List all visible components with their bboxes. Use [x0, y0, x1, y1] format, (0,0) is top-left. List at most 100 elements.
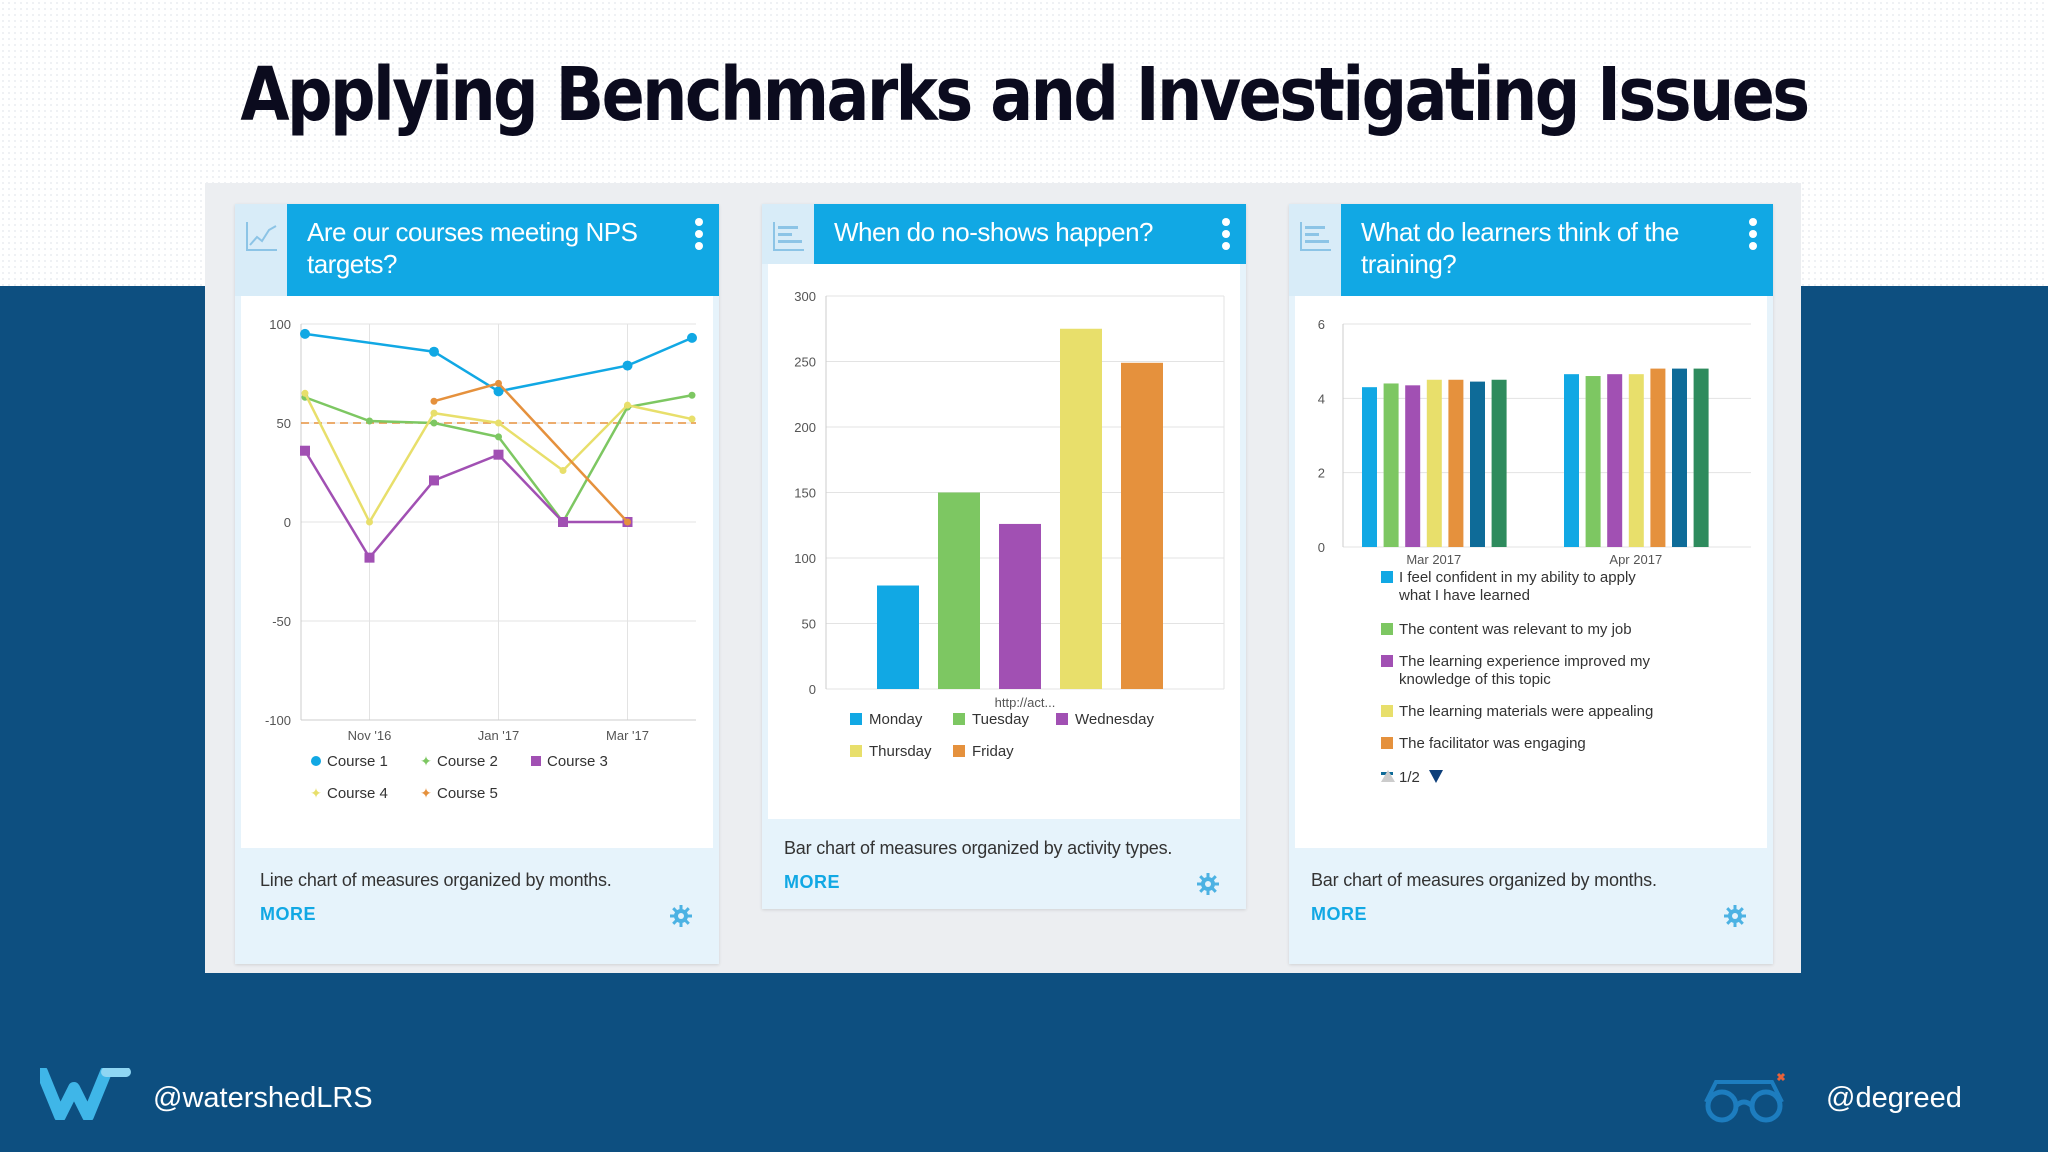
chart-description: Bar chart of measures organized by month…: [1311, 870, 1657, 890]
legend-label: Course 5: [437, 785, 498, 802]
legend-marker: ✦: [420, 785, 432, 801]
card-title: Are our courses meeting NPS targets?: [287, 204, 719, 296]
more-link[interactable]: MORE: [260, 904, 316, 924]
watershed-logo: [40, 1068, 131, 1120]
data-point: [622, 360, 633, 371]
data-point: [430, 409, 438, 417]
y-tick-label: 0: [1318, 540, 1325, 555]
legend-label: Course 1: [327, 753, 388, 770]
bar: [1650, 368, 1666, 547]
data-point: [430, 419, 438, 427]
data-point: [687, 332, 697, 343]
bar: [1628, 374, 1644, 547]
bar: [1060, 328, 1102, 689]
data-point: [366, 417, 373, 425]
data-point: [300, 328, 310, 339]
nps-line-chart-svg: 100 50 0 -50 -100 Nov '16 Jan '17 Mar '17 Course…: [265, 317, 697, 802]
gear-icon[interactable]: [669, 904, 693, 928]
line-chart: 100 50 0 -50 -100 Nov '16 Jan '17 Mar '17 Course…: [241, 296, 713, 848]
y-tick-label: -50: [272, 614, 291, 629]
watershed-handle: @watershedLRS: [153, 1082, 373, 1114]
data-point: [493, 386, 504, 397]
y-tick-label: 100: [269, 317, 291, 332]
data-point: [366, 518, 373, 526]
bar: [1383, 383, 1399, 547]
data-point: [495, 433, 502, 441]
data-point: [430, 397, 438, 405]
gear-icon[interactable]: [1723, 904, 1747, 928]
data-point: [559, 467, 567, 475]
learners-bar-chart-svg: 6 4 2 0 Mar 2017 Apr 2017 I feel confident in …: [1318, 317, 1751, 786]
legend-label: Course 4: [327, 785, 388, 802]
series-line: [433, 381, 629, 523]
data-point: [495, 419, 502, 427]
card-header: When do no-shows happen?: [762, 204, 1246, 296]
data-point: [688, 415, 696, 423]
legend-label: Thursday: [869, 743, 932, 760]
legend-marker: [1381, 737, 1393, 749]
legend-marker: [850, 713, 862, 725]
card-learners: What do learners think of the training? …: [1289, 204, 1773, 964]
legend-marker: [1056, 713, 1068, 725]
legend-marker: [531, 756, 541, 766]
data-point: [558, 517, 568, 527]
bar: [1672, 368, 1687, 547]
legend-marker: [850, 745, 862, 757]
y-tick-label: 200: [794, 420, 816, 435]
data-point: [493, 449, 504, 460]
legend-marker: [953, 713, 965, 725]
y-tick-label: 4: [1318, 391, 1325, 406]
data-point: [301, 389, 309, 397]
y-tick-label: 250: [794, 355, 816, 370]
x-tick-label: http://act...: [995, 695, 1056, 710]
bar: [1405, 385, 1421, 547]
more-link[interactable]: MORE: [784, 872, 840, 892]
bar: [1448, 379, 1464, 547]
card-header: What do learners think of the training?: [1289, 204, 1773, 296]
bar: [1607, 374, 1623, 547]
bar: [938, 492, 980, 689]
more-link[interactable]: MORE: [1311, 904, 1367, 924]
legend-label: Course 2: [437, 753, 498, 770]
bar: [1585, 376, 1601, 547]
legend-pager: 1/2: [1399, 769, 1420, 786]
legend-label: Monday: [869, 711, 923, 728]
y-tick-label: 100: [794, 551, 816, 566]
bar: [1362, 387, 1377, 547]
data-point: [624, 401, 631, 409]
bar-chart-icon: [762, 204, 814, 264]
more-options-icon[interactable]: [1747, 218, 1759, 254]
data-point: [429, 346, 439, 357]
x-tick-label: Nov '16: [348, 728, 392, 743]
slide-title: Applying Benchmarks and Investigating Is…: [240, 52, 1810, 138]
bar-chart-icon: [1289, 204, 1341, 296]
more-options-icon[interactable]: [1220, 218, 1232, 254]
data-point: [300, 445, 310, 456]
y-tick-label: 300: [794, 289, 816, 304]
card-title: When do no-shows happen?: [814, 204, 1246, 264]
legend-marker: [1381, 705, 1393, 717]
data-point: [688, 391, 696, 399]
legend-marker: [1381, 623, 1393, 635]
card-header: Are our courses meeting NPS targets?: [235, 204, 719, 296]
y-tick-label: 0: [809, 682, 816, 697]
degreed-logo: [1704, 1072, 1786, 1123]
dashboard-panel: Are our courses meeting NPS targets? 100…: [205, 183, 1801, 973]
more-options-icon[interactable]: [693, 218, 705, 254]
x-tick-label: Apr 2017: [1609, 552, 1662, 567]
data-point: [364, 552, 375, 563]
gear-icon[interactable]: [1196, 872, 1220, 896]
legend-label: The facilitator was engaging: [1399, 735, 1586, 752]
data-point: [429, 475, 439, 486]
y-tick-label: 150: [794, 486, 816, 501]
bar: [999, 523, 1041, 689]
bar: [877, 585, 919, 689]
y-tick-label: 6: [1318, 317, 1325, 332]
bar-chart: 6 4 2 0 Mar 2017 Apr 2017 I feel confident in …: [1295, 296, 1767, 848]
y-tick-label: 0: [284, 515, 291, 530]
y-tick-label: -100: [265, 713, 291, 728]
y-tick-label: 2: [1318, 466, 1325, 481]
y-tick-label: 50: [277, 416, 291, 431]
line-chart-icon: [235, 204, 287, 296]
data-point: [624, 518, 631, 526]
